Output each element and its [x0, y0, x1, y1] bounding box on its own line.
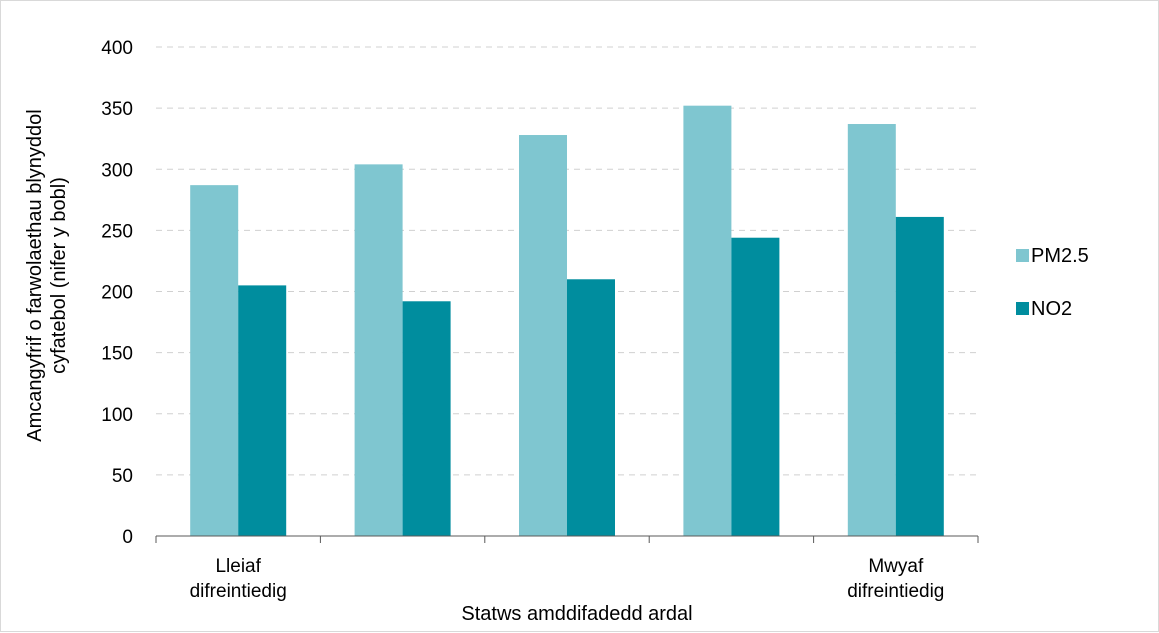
- y-tick-label: 200: [101, 283, 133, 304]
- legend-label: PM2.5: [1031, 245, 1089, 267]
- y-tick-label: 150: [101, 344, 133, 365]
- legend: PM2.5 NO2: [1016, 245, 1089, 320]
- y-axis-title-line: cyfatebol (nifer y bobl): [48, 177, 70, 374]
- axes: [155, 535, 979, 543]
- y-tick-label: 100: [101, 405, 133, 426]
- x-tick-label: difreintiedig: [847, 581, 944, 602]
- bar-no2-4: [731, 237, 780, 536]
- bar-no2-2: [402, 301, 451, 536]
- bars: [190, 105, 944, 537]
- y-tick-label: 50: [112, 466, 133, 487]
- legend-swatch: [1016, 249, 1029, 262]
- y-axis-title: Amcangyfrif o farwolaethau blynyddol cyfa…: [24, 109, 70, 441]
- y-tick-label: 250: [101, 221, 133, 242]
- y-tick-label: 0: [122, 527, 133, 548]
- bar-pm25-3: [519, 135, 567, 536]
- x-tick-label: Mwyaf: [868, 556, 924, 577]
- x-axis-title: Statws amddifadedd ardal: [461, 603, 692, 625]
- bar-pm25-5: [847, 124, 896, 536]
- y-tick-labels: 0 50 100 150 200 250 300 350 400: [101, 38, 133, 548]
- legend-swatch: [1016, 302, 1029, 315]
- y-tick-label: 300: [101, 160, 133, 181]
- bar-no2-1: [238, 285, 287, 536]
- x-tick-labels: Lleiaf difreintiedig Mwyaf difreintiedig: [190, 556, 945, 602]
- y-tick-label: 400: [101, 38, 133, 59]
- bar-pm25-2: [354, 164, 403, 537]
- bar-no2-3: [567, 279, 615, 536]
- y-axis-title-line: Amcangyfrif o farwolaethau blynyddol: [24, 109, 46, 441]
- x-tick-label: difreintiedig: [190, 581, 287, 602]
- x-tick-label: Lleiaf: [215, 556, 261, 577]
- y-tick-label: 350: [101, 99, 133, 120]
- legend-label: NO2: [1031, 298, 1072, 320]
- bar-pm25-4: [683, 105, 732, 537]
- bar-pm25-1: [190, 185, 239, 536]
- bar-no2-5: [895, 216, 944, 537]
